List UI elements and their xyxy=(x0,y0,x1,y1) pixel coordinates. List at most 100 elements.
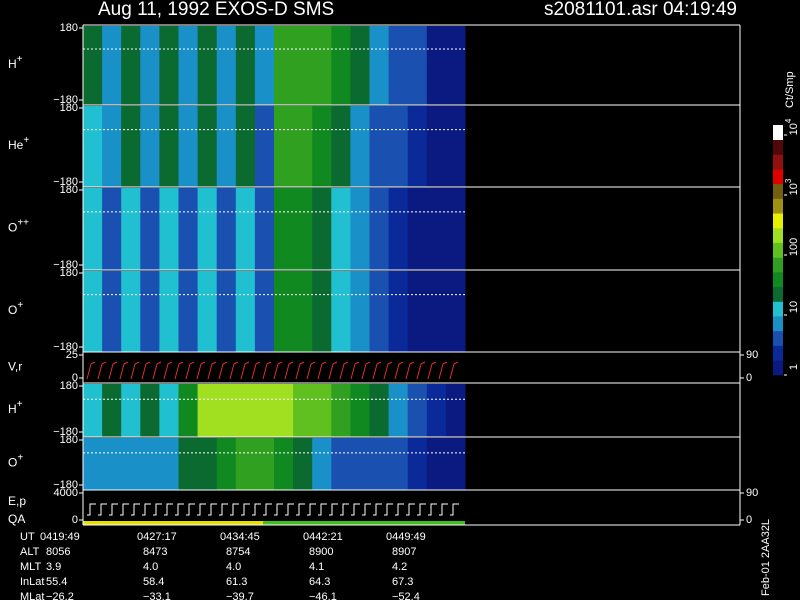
panel-label: V,r xyxy=(8,360,22,374)
spectrogram-cell xyxy=(426,106,447,187)
spectrogram-cell xyxy=(388,438,409,490)
spectrogram-cell xyxy=(216,384,237,437)
spectrogram-cell xyxy=(197,26,218,105)
panel-label-name: E,p xyxy=(8,494,26,508)
spectrogram-cell xyxy=(274,188,294,270)
spectrogram-cell xyxy=(254,106,275,187)
y-tick-label: 180 xyxy=(60,434,78,446)
spectrogram-cell xyxy=(388,384,409,437)
spectrogram-cell xyxy=(350,384,370,437)
spectrogram-cell xyxy=(178,106,199,187)
spectrogram-cell xyxy=(121,26,141,105)
spectrogram-cell xyxy=(350,106,370,187)
spectrogram-cell xyxy=(216,26,237,105)
spectrogram-cell xyxy=(83,438,103,490)
table-cell: −52.4 xyxy=(392,591,420,600)
y-tick-label: −180 xyxy=(53,176,78,188)
spectrogram-cell xyxy=(197,271,218,352)
spectrogram-cell xyxy=(426,384,447,437)
y-tick-label: 180 xyxy=(60,184,78,196)
panel-label: H+ xyxy=(8,399,23,417)
spectrogram-cell xyxy=(312,384,332,437)
spectrogram-cell xyxy=(159,26,179,105)
spectrogram-cell xyxy=(197,384,218,437)
table-cell: 8907 xyxy=(392,546,416,558)
spectrogram-cell xyxy=(159,271,179,352)
spectrogram-cell xyxy=(293,271,313,352)
spectrogram-cell xyxy=(331,438,351,490)
colorbar-swatch xyxy=(773,154,783,170)
spectrogram-cell xyxy=(102,271,122,352)
colorbar-tick-base: 10 xyxy=(788,301,800,313)
spectrogram-cell xyxy=(102,188,122,270)
spectrogram-cell xyxy=(102,384,122,437)
colorbar-tick-power: 3 xyxy=(784,178,793,183)
spectrogram-cell xyxy=(83,271,103,352)
spectrogram-cell xyxy=(274,26,294,105)
spectrogram-cell xyxy=(159,106,179,187)
panel-label-name: H xyxy=(8,402,17,416)
table-cell: 4.0 xyxy=(143,561,158,573)
velocity-trace xyxy=(86,361,459,380)
spectrogram-cell xyxy=(83,106,103,187)
spectrogram-cell xyxy=(178,188,199,270)
spectrogram-cell xyxy=(235,188,256,270)
colorbar-swatch xyxy=(773,301,783,317)
spectrogram-cell xyxy=(83,188,103,270)
y-tick-label: −180 xyxy=(53,341,78,353)
spectrogram-cell xyxy=(274,438,294,490)
y-tick-label: 180 xyxy=(60,102,78,114)
spectrogram-cell xyxy=(293,384,313,437)
spectrogram-cell xyxy=(293,188,313,270)
spectrogram-cell xyxy=(350,26,370,105)
spectrogram-cell xyxy=(121,384,141,437)
table-row-label: InLat xyxy=(20,576,44,588)
spectrogram-cell xyxy=(178,26,199,105)
spectrogram-cell xyxy=(331,26,351,105)
chart-subtitle: s2081101.asr 04:19:49 xyxy=(544,0,737,20)
panel-label: H+ xyxy=(8,54,23,72)
table-cell: 0427:17 xyxy=(137,531,177,543)
panel-label-charge: ++ xyxy=(17,217,29,228)
spectrogram-cell xyxy=(331,106,351,187)
panel-label-2: QA xyxy=(8,512,25,526)
table-cell: 64.3 xyxy=(309,576,330,588)
table-cell: 0442:21 xyxy=(303,531,343,543)
colorbar-title: Ct/Smp xyxy=(784,71,796,108)
panel-label-name: H xyxy=(8,57,17,71)
spectrogram-cell xyxy=(369,384,390,437)
spectrogram-cell xyxy=(407,26,428,105)
table-cell: 0419:49 xyxy=(40,531,80,543)
colorbar-swatch xyxy=(773,198,783,214)
colorbar-swatch xyxy=(773,345,783,361)
spectrogram-cell xyxy=(312,271,332,352)
spectrogram-cell xyxy=(445,188,466,270)
spectrogram-cell xyxy=(121,106,141,187)
spectrogram-cell xyxy=(159,384,179,437)
spectrogram-cell xyxy=(83,384,103,437)
colorbar-swatch xyxy=(773,169,783,185)
panel-label-name: O xyxy=(8,456,17,470)
qa-bar xyxy=(263,521,465,525)
table-cell: 4.1 xyxy=(309,561,324,573)
colorbar-tick-label: 104 xyxy=(784,118,800,135)
side-note: Feb-01 2AA32L xyxy=(760,519,772,596)
panel-label: O++ xyxy=(8,217,29,235)
spectrogram-cell xyxy=(159,188,179,270)
spectrogram-cell xyxy=(312,26,332,105)
qa-steps xyxy=(87,503,459,516)
spectrogram-cell xyxy=(159,438,179,490)
panel-label-name: O xyxy=(8,221,17,235)
table-cell: 58.4 xyxy=(143,576,164,588)
spectrogram-cell xyxy=(235,384,256,437)
spectrogram-cell xyxy=(293,26,313,105)
table-cell: 55.4 xyxy=(46,576,67,588)
colorbar-tick-base: 100 xyxy=(788,238,800,256)
spectrogram-cell xyxy=(388,26,409,105)
y-tick-label: 180 xyxy=(60,380,78,392)
y-tick-label: 0 xyxy=(72,372,78,384)
colorbar-swatch xyxy=(773,257,783,273)
table-cell: 67.3 xyxy=(392,576,413,588)
spectrogram-cell xyxy=(293,106,313,187)
